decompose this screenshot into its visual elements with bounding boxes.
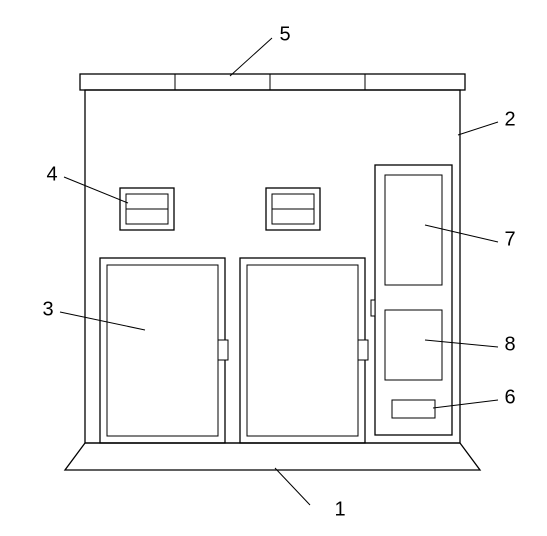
callout-label-6: 6: [504, 386, 515, 408]
callout-label-5: 5: [279, 23, 290, 45]
callout-label-3: 3: [42, 298, 53, 320]
callout-label-4: 4: [46, 163, 57, 185]
side-panel-latch: [371, 300, 375, 316]
callout-label-2: 2: [504, 108, 515, 130]
door-0-handle: [218, 340, 228, 360]
callout-label-1: 1: [334, 498, 345, 520]
door-1-handle: [358, 340, 368, 360]
callout-label-7: 7: [504, 228, 515, 250]
callout-label-8: 8: [504, 333, 515, 355]
